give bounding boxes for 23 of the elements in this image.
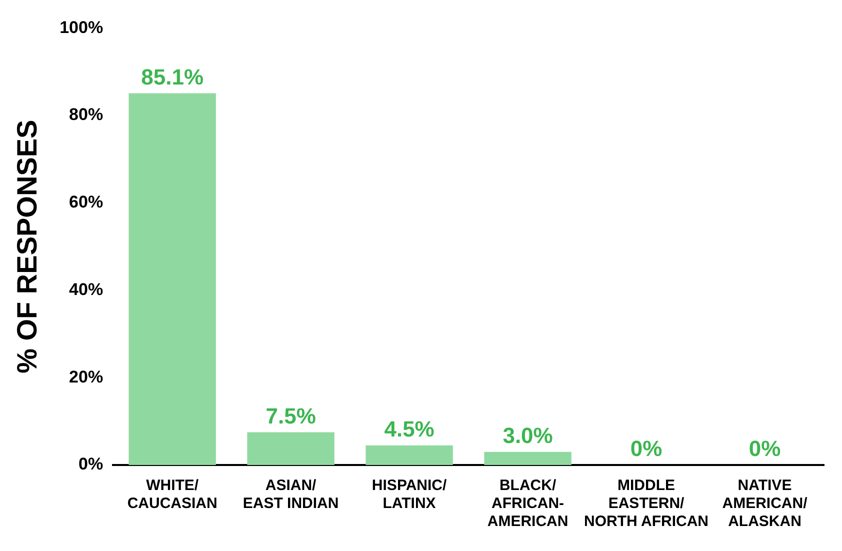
y-tick-label: 60%	[69, 192, 104, 212]
x-tick-label: ASIAN/ EAST INDIAN	[242, 477, 339, 512]
data-label: 3.0%	[502, 422, 553, 448]
y-tick-label: 40%	[69, 280, 104, 299]
x-tick-label: BLACK/ AFRICAN- AMERICAN	[487, 477, 568, 530]
y-tick-label: 100%	[60, 18, 104, 37]
data-label: 85.1%	[141, 64, 204, 90]
data-label: 0%	[748, 436, 781, 462]
bar	[128, 93, 216, 465]
x-tick-label: WHITE/ CAUCASIAN	[127, 477, 218, 512]
x-tick-label: NATIVE AMERICAN/ ALASKAN	[722, 477, 808, 530]
data-label: 7.5%	[266, 403, 316, 428]
bar	[247, 432, 334, 465]
data-label: 4.5%	[384, 416, 434, 442]
x-tick-label: HISPANIC/ LATINX	[372, 477, 448, 512]
y-axis-title: % OF RESPONSES	[12, 120, 43, 374]
bar	[484, 452, 572, 465]
y-tick-label: 80%	[69, 105, 104, 124]
x-tick-label: MIDDLE EASTERN/ NORTH AFRICAN	[584, 477, 708, 530]
data-label: 0%	[630, 436, 662, 462]
y-tick-label: 0%	[78, 454, 104, 474]
y-tick-label: 20%	[69, 367, 104, 386]
bar	[366, 445, 453, 465]
